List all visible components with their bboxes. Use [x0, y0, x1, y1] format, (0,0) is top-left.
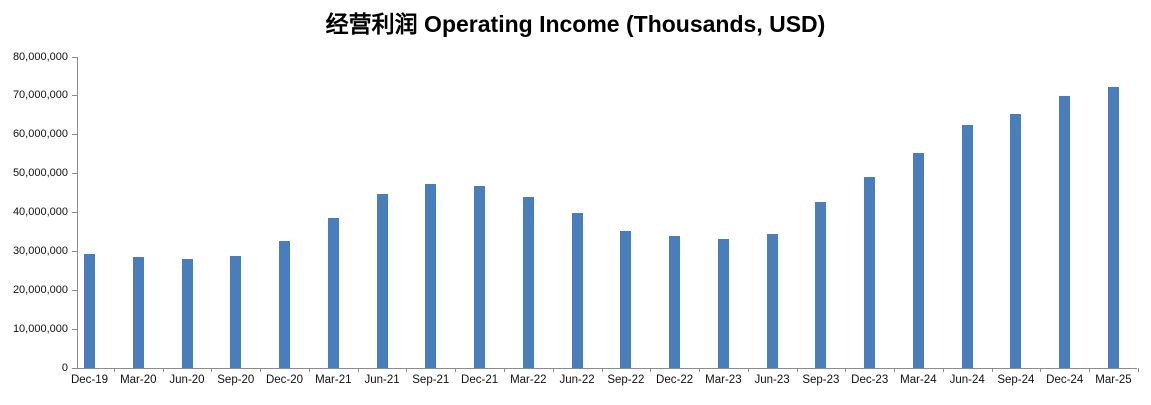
- x-axis-tick: [894, 368, 895, 372]
- y-axis-tick: [72, 95, 77, 97]
- bar-mar-22: [522, 196, 534, 368]
- bar-mar-25: [1107, 86, 1119, 368]
- plot-area: 0 10,000,000 20,000,000 30,000,000 40,000,00…: [13, 51, 1139, 386]
- bar-sep-22: [620, 231, 632, 368]
- x-axis-label: Sep-20: [217, 374, 255, 386]
- x-axis-label: Sep-23: [802, 374, 840, 386]
- bar-jun-21: [376, 193, 388, 368]
- x-axis-tick: [650, 368, 652, 372]
- x-axis-label: Jun-23: [754, 374, 790, 386]
- x-axis-tick: [260, 368, 262, 372]
- chart-title: 经营利润 Operating Income (Thousands, USD): [325, 11, 826, 37]
- bar-mar-24: [912, 153, 924, 368]
- x-axis-label: Sep-21: [412, 374, 450, 386]
- bar-jun-20: [181, 259, 193, 368]
- bar-jun-22: [571, 212, 583, 368]
- y-axis-tick: [72, 250, 77, 252]
- y-axis-label: 80,000,000: [12, 50, 68, 63]
- bar-dec-21: [474, 186, 486, 368]
- x-axis-label: Mar-21: [315, 374, 352, 386]
- x-axis-label: Mar-24: [900, 374, 937, 386]
- y-axis-tick: [72, 56, 77, 58]
- x-axis-label: Mar-25: [1095, 374, 1132, 386]
- bar-sep-23: [815, 202, 827, 368]
- x-axis-label: Dec-24: [1046, 374, 1084, 386]
- x-axis-tick: [357, 368, 359, 372]
- x-axis-label: Dec-19: [70, 374, 109, 386]
- bar-mar-21: [327, 217, 339, 368]
- x-axis-tick: [162, 368, 164, 372]
- bar-sep-20: [230, 255, 242, 368]
- bar-mar-20: [132, 256, 144, 368]
- x-axis-label: Dec-20: [265, 374, 304, 386]
- x-axis-tick: [113, 368, 115, 372]
- x-axis-label: Dec-23: [851, 374, 889, 386]
- x-axis-label: Mar-20: [120, 374, 157, 386]
- y-axis-label: 20,000,000: [12, 283, 68, 296]
- x-axis-tick: [1137, 368, 1139, 372]
- y-axis-tick: [72, 173, 77, 175]
- x-axis-tick: [211, 368, 213, 372]
- x-axis-tick: [406, 368, 408, 372]
- x-axis-tick: [504, 368, 505, 372]
- x-axis-tick: [796, 368, 798, 372]
- y-axis-tick: [72, 212, 77, 213]
- bar-dec-22: [669, 236, 681, 368]
- bar-jun-24: [961, 124, 973, 368]
- y-axis-label: 10,000,000: [12, 322, 68, 335]
- x-axis-tick: [308, 368, 310, 372]
- x-axis-tick: [1040, 368, 1042, 372]
- y-axis-label: 60,000,000: [12, 128, 68, 141]
- x-axis-tick: [1089, 368, 1091, 372]
- bar-jun-23: [766, 234, 778, 368]
- bar-sep-21: [425, 184, 437, 368]
- x-axis-label: Jun-20: [169, 374, 205, 386]
- x-axis-label: Jun-21: [364, 374, 400, 386]
- x-axis-label: Jun-22: [559, 374, 595, 386]
- y-axis-label: 30,000,000: [12, 244, 68, 257]
- bar-mar-23: [717, 238, 729, 368]
- y-axis-tick: [72, 367, 77, 369]
- y-axis-label: 0: [61, 361, 68, 374]
- y-axis-label: 40,000,000: [12, 206, 68, 218]
- x-axis-label: Mar-23: [705, 374, 742, 386]
- x-axis-tick: [845, 368, 847, 372]
- x-axis-tick: [455, 368, 457, 372]
- x-axis-label: Sep-24: [997, 374, 1035, 386]
- bar-dec-23: [864, 177, 876, 368]
- y-axis-tick: [72, 328, 77, 330]
- x-axis-tick: [552, 368, 554, 372]
- bar-dec-19: [84, 254, 95, 368]
- y-axis-label: 70,000,000: [12, 89, 68, 102]
- x-axis-label: Dec-22: [656, 374, 694, 386]
- x-axis-tick: [601, 368, 603, 372]
- bar-dec-20: [279, 240, 291, 368]
- x-axis-tick: [991, 368, 993, 372]
- x-axis-label: Mar-22: [510, 374, 547, 386]
- x-axis-label: Jun-24: [949, 374, 985, 386]
- y-axis-label: 50,000,000: [12, 167, 68, 180]
- x-axis-label: Dec-21: [461, 374, 499, 386]
- x-axis-tick: [747, 368, 749, 372]
- x-axis-label: Sep-22: [607, 374, 645, 386]
- x-axis-tick: [942, 368, 944, 372]
- x-axis-tick: [699, 368, 700, 372]
- bar-sep-24: [1010, 114, 1022, 368]
- y-axis-tick: [72, 134, 77, 136]
- y-axis-tick: [72, 289, 77, 291]
- bar-dec-24: [1059, 95, 1071, 368]
